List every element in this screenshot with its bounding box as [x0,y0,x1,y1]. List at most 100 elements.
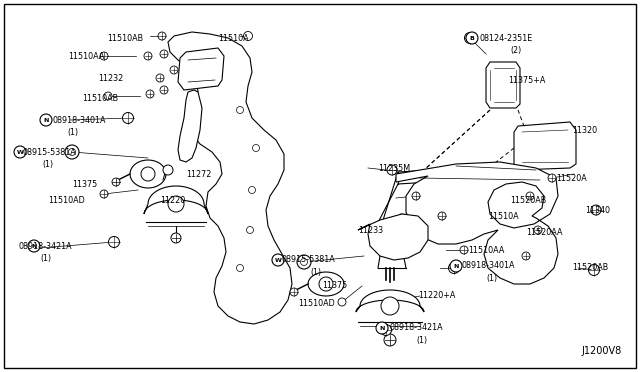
Text: N: N [44,118,49,122]
Circle shape [14,146,26,158]
Circle shape [591,205,601,215]
Text: 11375+A: 11375+A [508,76,545,84]
Circle shape [141,167,155,181]
Circle shape [170,66,178,74]
Circle shape [28,240,40,252]
Circle shape [376,322,388,334]
Text: 08918-3401A: 08918-3401A [52,115,106,125]
Text: (1): (1) [416,336,427,344]
Polygon shape [356,290,424,312]
Circle shape [160,86,168,94]
Polygon shape [396,162,558,284]
Text: 11233: 11233 [358,225,383,234]
Circle shape [381,297,399,315]
Text: 11320: 11320 [572,125,597,135]
Text: 11520A: 11520A [556,173,587,183]
Polygon shape [486,62,520,108]
Polygon shape [358,214,428,260]
Text: 11272: 11272 [186,170,211,179]
Circle shape [112,178,120,186]
Circle shape [272,254,284,266]
Text: N: N [31,244,36,248]
Text: 11510AB: 11510AB [82,93,118,103]
Circle shape [237,106,243,113]
Polygon shape [130,160,166,188]
Circle shape [534,226,542,234]
Circle shape [301,259,307,266]
Polygon shape [178,48,224,90]
Text: 11520AB: 11520AB [572,263,608,273]
Text: 08918-3421A: 08918-3421A [18,241,72,250]
Polygon shape [514,122,576,170]
Text: 11340: 11340 [585,205,610,215]
Circle shape [246,227,253,234]
Circle shape [163,165,173,175]
Circle shape [168,196,184,212]
Circle shape [100,190,108,198]
Text: N: N [453,263,459,269]
Text: 08918-3421A: 08918-3421A [390,324,444,333]
Circle shape [384,334,396,346]
Circle shape [68,148,76,155]
Circle shape [104,92,112,100]
Polygon shape [178,90,202,162]
Text: B: B [470,35,474,41]
Circle shape [449,263,460,273]
Text: N: N [380,326,385,330]
Circle shape [253,144,259,151]
Text: J1200V8: J1200V8 [582,346,622,356]
Circle shape [466,32,478,44]
Text: 11520AA: 11520AA [526,228,563,237]
Circle shape [526,192,534,200]
Text: 08918-3401A: 08918-3401A [462,262,515,270]
Text: 11235M: 11235M [378,164,410,173]
Circle shape [290,288,298,296]
Text: (2): (2) [510,45,521,55]
Text: (1): (1) [42,160,53,169]
Text: W: W [17,150,24,154]
Circle shape [548,174,556,182]
Text: 11510A: 11510A [488,212,518,221]
Polygon shape [168,32,292,324]
Text: (1): (1) [310,267,321,276]
Text: 11220+A: 11220+A [418,292,456,301]
Circle shape [156,74,164,82]
Circle shape [319,277,333,291]
Text: 11510AA: 11510AA [68,51,104,61]
Text: 08124-2351E: 08124-2351E [480,33,533,42]
Text: 08915-5381A: 08915-5381A [282,256,336,264]
Circle shape [297,255,311,269]
Text: 11510AA: 11510AA [468,246,504,254]
Circle shape [243,32,253,41]
Circle shape [144,52,152,60]
Text: 11375: 11375 [322,282,348,291]
Text: 11520AB: 11520AB [510,196,547,205]
Text: (1): (1) [67,128,78,137]
Circle shape [65,145,79,159]
Text: 11510AD: 11510AD [48,196,84,205]
Circle shape [122,112,134,124]
Text: 11510A: 11510A [218,33,248,42]
Circle shape [40,114,52,126]
Text: (1): (1) [486,273,497,282]
Text: 11220: 11220 [160,196,185,205]
Circle shape [146,90,154,98]
Text: (1): (1) [40,253,51,263]
Circle shape [158,32,166,40]
Circle shape [387,165,397,175]
Circle shape [109,237,120,247]
Circle shape [381,324,392,336]
Circle shape [248,186,255,193]
Circle shape [160,50,168,58]
Circle shape [237,264,243,272]
Polygon shape [144,186,208,214]
Circle shape [412,192,420,200]
Circle shape [589,264,600,276]
Text: 11510AB: 11510AB [107,33,143,42]
Circle shape [465,32,476,44]
Text: 11510AD: 11510AD [298,298,335,308]
Polygon shape [308,272,344,296]
Circle shape [522,252,530,260]
Text: 11232: 11232 [98,74,124,83]
Circle shape [450,260,462,272]
